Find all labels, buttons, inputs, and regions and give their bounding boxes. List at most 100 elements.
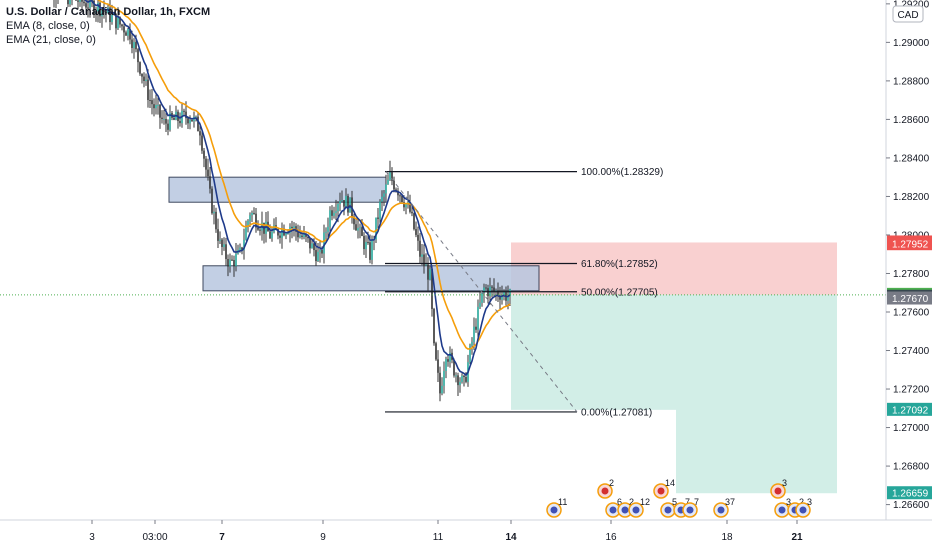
candle-bear (297, 231, 299, 238)
legend-ema-fast[interactable]: EMA (8, close, 0) (6, 20, 90, 32)
price-tick-label: 1.28200 (893, 192, 930, 203)
candle-bear (233, 260, 235, 267)
candle-bull (379, 201, 381, 219)
take-profit-zone-1[interactable] (511, 294, 676, 410)
candle-bear (167, 123, 169, 130)
flag-center (609, 506, 617, 514)
candle-bear (197, 116, 199, 132)
stop-loss-zone[interactable] (511, 242, 837, 295)
candle-bear (165, 118, 167, 124)
fib-level-label: 50.00%(1.27705) (581, 287, 658, 298)
candle-bear (279, 235, 281, 238)
candle-bull (117, 16, 119, 29)
price-tick-label: 1.27000 (893, 423, 930, 434)
currency-badge[interactable] (892, 5, 924, 23)
candle-bull (481, 292, 483, 303)
candle-bear (207, 169, 209, 177)
candle-bear (173, 117, 175, 120)
candle-bear (209, 176, 211, 189)
fib-level-label: 61.80%(1.27852) (581, 259, 658, 270)
event-count-label: 6 (617, 497, 622, 507)
candle-bear (183, 110, 185, 112)
candle-bull (243, 239, 245, 251)
flag-center (621, 506, 629, 514)
event-count-label: 7 (685, 497, 690, 507)
price-tick-label: 1.28600 (893, 115, 930, 126)
candle-bear (83, 1, 85, 4)
price-tick-label: 1.28800 (893, 76, 930, 87)
candle-bull (97, 2, 99, 12)
candle-bear (187, 118, 189, 124)
candle-bear (103, 10, 105, 12)
candle-bear (109, 7, 111, 23)
candle-bear (191, 119, 193, 122)
candle-bear (255, 213, 257, 228)
time-tick-label: 18 (721, 532, 733, 543)
price-tick-label: 1.26800 (893, 462, 930, 473)
candle-bear (153, 104, 155, 109)
price-tick-label: 1.29200 (893, 0, 930, 10)
candle-bear (431, 268, 433, 309)
candle-bear (309, 238, 311, 249)
candle-bull (371, 239, 373, 260)
legend-ema-slow[interactable]: EMA (21, close, 0) (6, 34, 96, 46)
ema-21-line[interactable] (40, 0, 511, 350)
resistance-zone[interactable] (168, 176, 387, 203)
event-count-label: 5 (672, 497, 677, 507)
candle-bull (235, 253, 237, 267)
candle-bull (383, 193, 385, 197)
fib-trend-line[interactable] (385, 171, 578, 413)
time-tick-label: 11 (433, 532, 444, 543)
candle-bull (111, 14, 113, 23)
time-tick-label: 14 (505, 532, 517, 543)
candle-bear (149, 99, 151, 101)
support-zone[interactable] (202, 265, 540, 292)
candle-bull (299, 235, 301, 238)
candle-bear (185, 111, 187, 119)
candle-bear (225, 244, 227, 259)
candle-bull (389, 172, 391, 180)
event-count-label: 3 (807, 497, 812, 507)
candle-bear (331, 210, 333, 216)
event-count-label: 37 (725, 497, 735, 507)
flag-center (657, 487, 665, 495)
ema-8-line[interactable] (40, 0, 511, 377)
candle-bull (471, 341, 473, 346)
flag-center (632, 506, 640, 514)
candle-bull (341, 200, 343, 202)
candle-bull (311, 243, 313, 249)
candle-bull (145, 79, 147, 81)
flag-center (774, 487, 782, 495)
candle-bear (277, 228, 279, 236)
candle-bull (459, 381, 461, 386)
candle-bull (325, 231, 327, 233)
candle-bull (495, 290, 497, 292)
candle-bear (215, 211, 217, 230)
candle-bull (249, 215, 251, 221)
candle-bull (455, 375, 457, 377)
candle-bear (269, 231, 271, 239)
candle-bear (415, 229, 417, 235)
price-tick-label: 1.28400 (893, 153, 930, 164)
candle-bull (319, 249, 321, 252)
take-profit-zone-2[interactable] (676, 294, 837, 494)
candle-bear (343, 200, 345, 207)
candle-bull (387, 179, 389, 185)
price-axis[interactable] (886, 0, 932, 550)
candle-bear (131, 39, 133, 49)
candle-bull (329, 210, 331, 227)
price-tag-label: 1.27952 (892, 240, 929, 251)
candle-bull (405, 203, 407, 208)
candle-bear (403, 202, 405, 208)
time-tick-label: 9 (320, 532, 326, 543)
candle-bear (85, 3, 87, 8)
candle-bear (135, 42, 137, 50)
price-tag-label: 1.26659 (892, 489, 929, 500)
candle-bear (217, 229, 219, 241)
time-tick-label: 16 (605, 532, 617, 543)
candle-bull (317, 251, 319, 262)
candle-bull (89, 0, 91, 8)
price-tick-label: 1.26600 (893, 500, 930, 511)
candle-bull (479, 302, 481, 307)
